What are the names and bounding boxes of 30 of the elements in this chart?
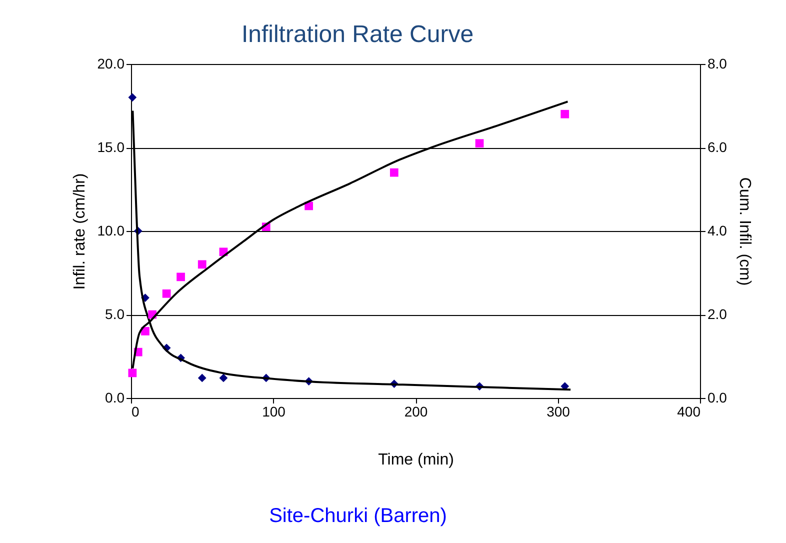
x-tick-label: 400: [677, 404, 701, 420]
text: Site-Churki (Barren): [269, 505, 447, 527]
x-tick-label: 0: [132, 404, 140, 420]
point: [475, 139, 484, 148]
y2-tick-label: 0.0: [708, 390, 728, 406]
y-tick-label: 20.0: [97, 56, 125, 72]
point: [198, 374, 206, 382]
y-tick-label: 0.0: [105, 390, 125, 406]
y-tick-label: 15.0: [97, 139, 125, 155]
y2-axis-title: Cum. Infil. (cm): [736, 177, 753, 286]
y-axis-title: Infil. rate (cm/hr): [71, 173, 88, 290]
y2-tick-label: 8.0: [708, 56, 728, 72]
y-tick-label: 10.0: [97, 222, 125, 238]
point: [560, 110, 570, 118]
point: [219, 374, 228, 382]
point: [162, 289, 171, 298]
x-tick-label: 200: [404, 404, 428, 420]
chart-title: Infiltration Rate Curve: [241, 21, 474, 48]
x-axis-title: Time (min): [378, 452, 454, 468]
y2-tick-label: 2.0: [708, 306, 728, 322]
point: [390, 168, 398, 177]
x-tick-label: 100: [262, 404, 286, 420]
point: [128, 368, 137, 378]
x-tick-label: 300: [546, 404, 570, 420]
point: [128, 93, 137, 102]
y2-tick-label: 6.0: [708, 139, 728, 155]
y2-tick-label: 4.0: [708, 222, 728, 238]
y-tick-label: 5.0: [105, 306, 125, 322]
point: [176, 272, 185, 282]
point: [198, 260, 206, 269]
